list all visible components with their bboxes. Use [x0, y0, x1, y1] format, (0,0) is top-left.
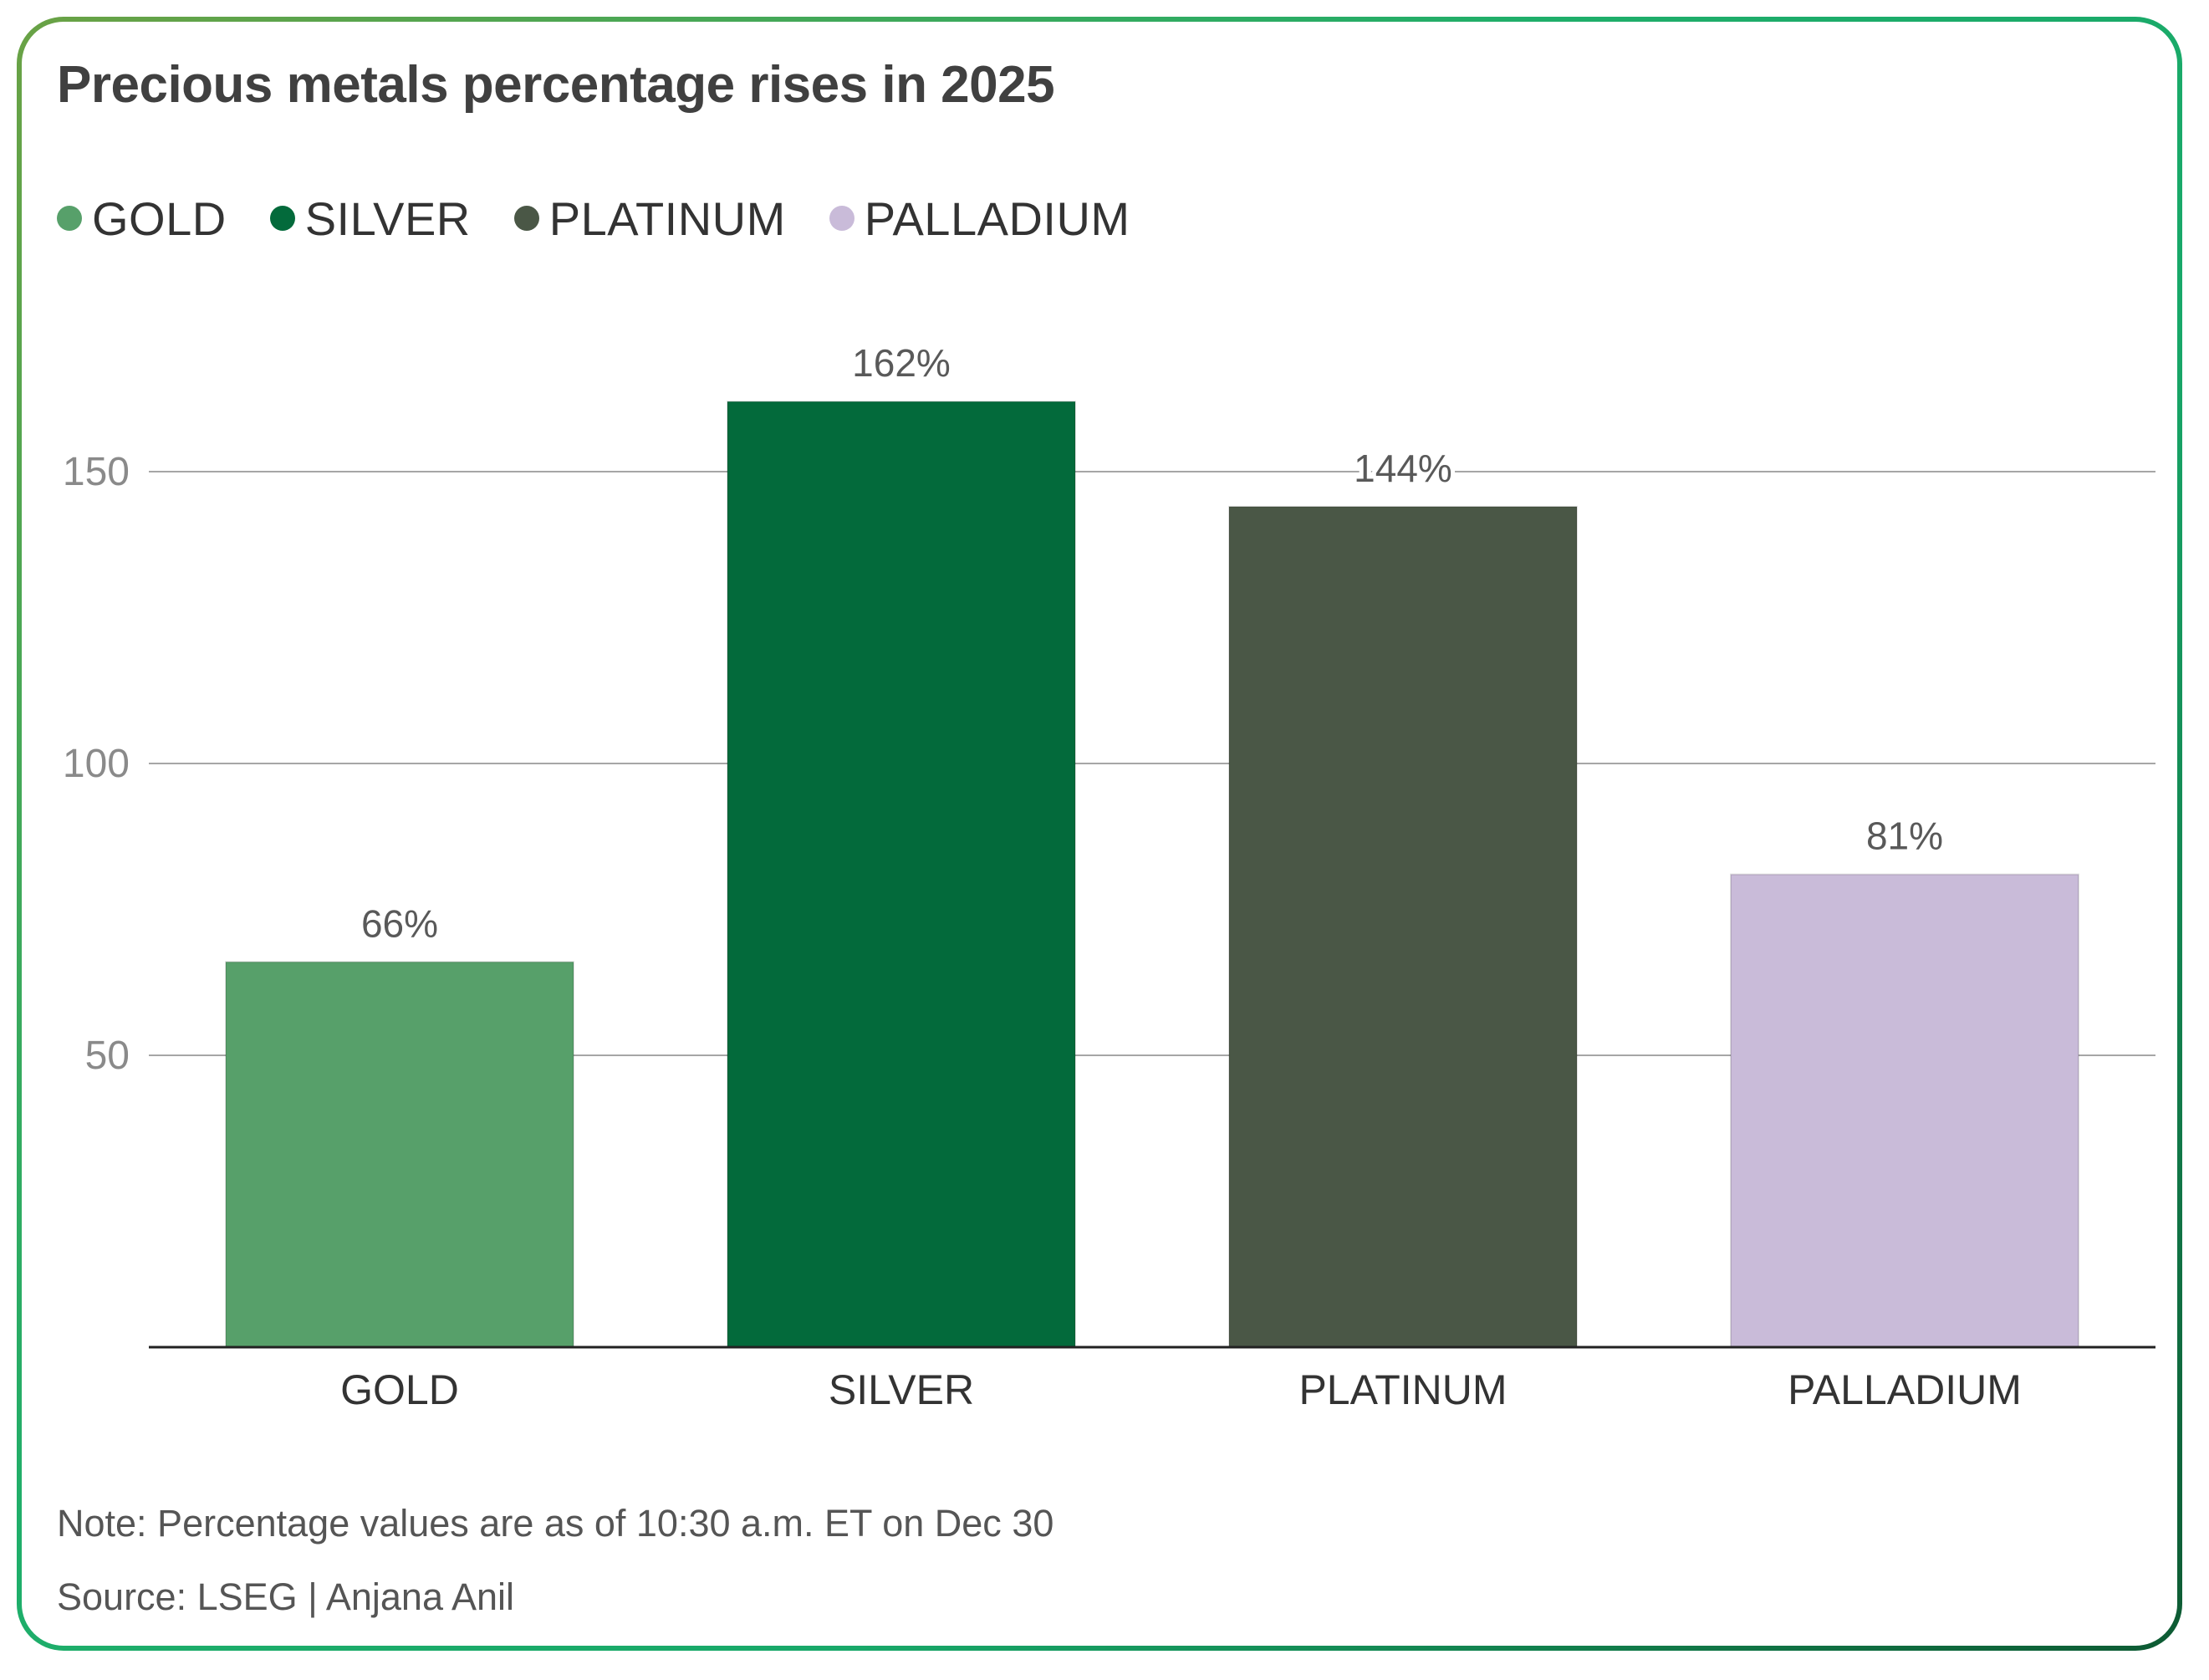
legend-item-palladium: PALLADIUM [829, 191, 1130, 246]
legend-label-silver: SILVER [304, 191, 471, 245]
x-tick-label-platinum: PLATINUM [1298, 1366, 1507, 1413]
bar-gold [225, 961, 574, 1348]
legend-swatch-gold [57, 206, 82, 231]
legend-label-palladium: PALLADIUM [864, 191, 1130, 245]
legend-item-platinum: PLATINUM [513, 191, 786, 246]
bar-palladium [1730, 873, 2079, 1348]
x-tick-label-palladium: PALLADIUM [1788, 1366, 2022, 1413]
legend-label-gold: GOLD [92, 191, 227, 245]
y-tick-label-50: 50 [85, 1034, 130, 1078]
legend-item-silver: SILVER [269, 191, 471, 246]
y-tick-label-150: 150 [63, 450, 130, 494]
bar-platinum [1228, 505, 1578, 1348]
data-label-palladium: 81% [1866, 814, 1943, 858]
legend-label-platinum: PLATINUM [548, 191, 786, 245]
legend-swatch-silver [269, 206, 295, 231]
x-tick-label-silver: SILVER [829, 1366, 974, 1413]
legend-swatch-platinum [513, 206, 539, 231]
chart-frame: Precious metals percentage rises in 2025… [17, 17, 2182, 1651]
legend: GOLD SILVER PLATINUM PALLADIUM [57, 189, 1174, 248]
data-label-platinum: 144% [1354, 447, 1452, 490]
y-tick-label-100: 100 [63, 742, 130, 786]
data-label-gold: 66% [361, 901, 438, 945]
chart-title: Precious metals percentage rises in 2025 [57, 56, 1055, 114]
bar-silver [727, 401, 1076, 1348]
data-label-silver: 162% [852, 341, 951, 385]
legend-swatch-palladium [829, 206, 855, 231]
footnote: Note: Percentage values are as of 10:30 … [57, 1502, 1054, 1545]
legend-item-gold: GOLD [57, 191, 227, 246]
chart-card: Precious metals percentage rises in 2025… [22, 22, 2177, 1646]
x-tick-label-gold: GOLD [340, 1366, 459, 1413]
source-credit: Source: LSEG | Anjana Anil [57, 1575, 515, 1618]
